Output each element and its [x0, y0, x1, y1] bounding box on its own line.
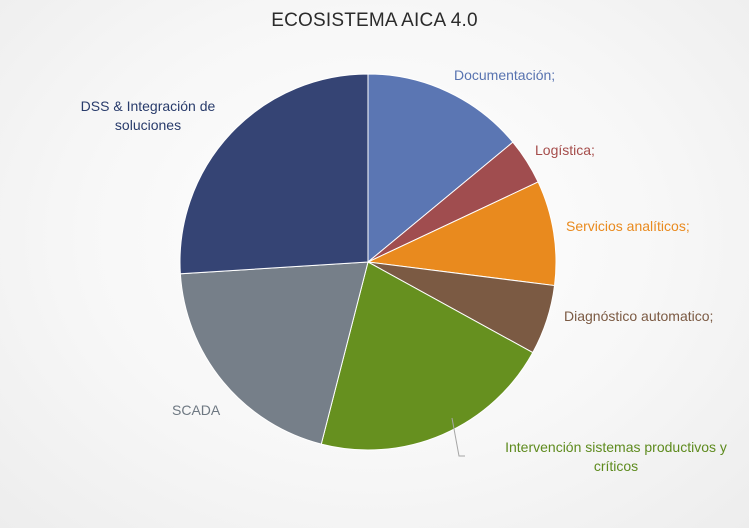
chart-title: ECOSISTEMA AICA 4.0	[271, 10, 478, 31]
slice-label-servicios-analiticos: Servicios analíticos;	[566, 218, 690, 234]
slice-label-diagnostico-automatico: Diagnóstico automatico;	[564, 308, 714, 324]
pie-slice	[366, 181, 557, 287]
pie-slice	[367, 73, 514, 264]
slice-label-documentacion: Documentación;	[454, 67, 556, 83]
leader-lines	[451, 417, 465, 457]
pie-slice	[179, 261, 369, 445]
slice-label-scada: SCADA	[172, 402, 221, 418]
pie-slices	[179, 73, 557, 451]
leader-line	[451, 417, 465, 457]
pie-slice	[179, 73, 369, 275]
slice-label-dss: DSS & Integración de soluciones	[80, 98, 216, 133]
slice-label-logistica: Logística;	[535, 142, 595, 158]
slice-label-intervencion: Intervención sistemas productivos y crít…	[505, 439, 727, 474]
pie-slice	[320, 261, 534, 451]
